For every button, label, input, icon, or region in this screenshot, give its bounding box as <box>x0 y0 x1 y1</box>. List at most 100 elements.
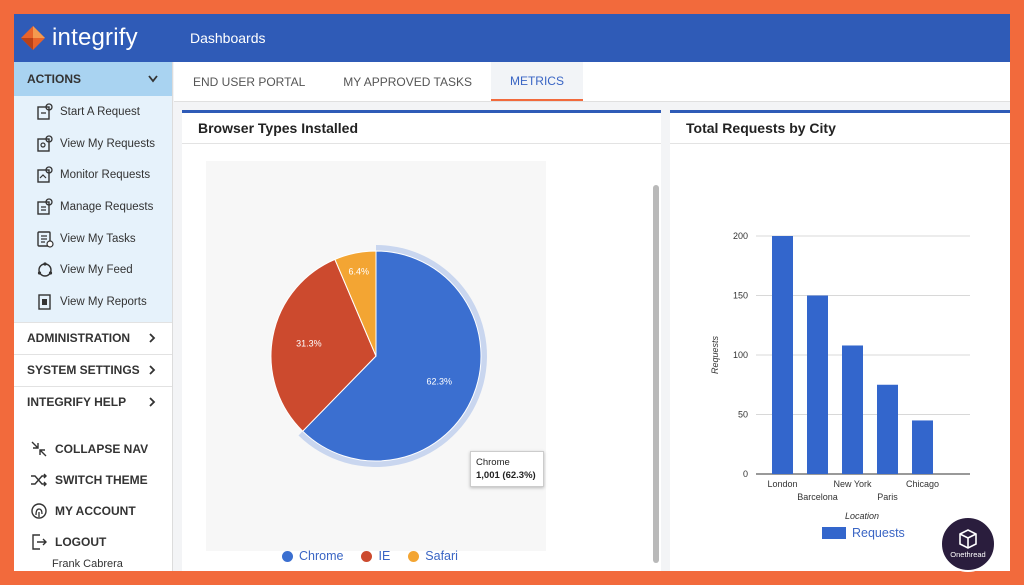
pie-chart: 62.3% 31.3% 6.4% <box>270 245 487 468</box>
start-request-icon <box>37 103 53 120</box>
brand-name: integrify <box>52 24 138 51</box>
chart-tooltip: Chrome 1,001 (62.3%) <box>470 451 544 487</box>
actions-label: ACTIONS <box>27 72 81 86</box>
legend-item-chrome[interactable]: Chrome <box>282 549 343 563</box>
bar-legend-swatch <box>822 527 846 539</box>
x-tick-label: Chicago <box>906 479 939 489</box>
legend-item-safari[interactable]: Safari <box>408 549 458 563</box>
sidebar-sections: ADMINISTRATION SYSTEM SETTINGS INTEGRIFY H… <box>14 321 172 418</box>
bar-chicago[interactable] <box>912 420 933 474</box>
bar-paris[interactable] <box>877 384 898 474</box>
pie-slice-safari[interactable] <box>334 250 377 357</box>
section-label: ADMINISTRATION <box>27 331 131 346</box>
sidebar-action-label: View My Tasks <box>60 232 136 245</box>
sidebar-bottom-label: LOGOUT <box>55 535 107 550</box>
sidebar-action-start-a-request[interactable]: Start A Request <box>14 96 172 128</box>
legend-dot <box>408 550 420 562</box>
x-tick-label: Paris <box>877 492 898 502</box>
browser-panel-title: Browser Types Installed <box>182 113 661 144</box>
pie-chart-area: 62.3% 31.3% 6.4% Chrome 1,001 (62.3%) Chro… <box>206 161 546 563</box>
sidebar-collapse-nav-button[interactable]: COLLAPSE NAV <box>14 434 172 465</box>
chevron-down-icon <box>148 75 158 83</box>
onethread-logo-icon <box>959 529 977 549</box>
bar-london[interactable] <box>772 236 793 474</box>
chevron-right-icon <box>149 365 156 375</box>
top-bar: integrify Dashboards <box>14 14 1010 62</box>
sidebar-my-account-button[interactable]: MY ACCOUNT <box>14 496 172 527</box>
bar-barcelona[interactable] <box>807 295 828 475</box>
tab-end-user-portal[interactable]: END USER PORTAL <box>193 74 306 89</box>
chevron-right-icon <box>149 397 156 407</box>
monitor-requests-icon <box>37 166 53 183</box>
sidebar-section-system-settings[interactable]: SYSTEM SETTINGS <box>14 353 172 386</box>
reports-icon <box>38 294 51 310</box>
sidebar-bottom-label: SWITCH THEME <box>55 473 148 488</box>
requests-by-city-panel: Total Requests by City 0 50 100 150 200 Londo… <box>670 110 1010 571</box>
sidebar-action-manage-requests[interactable]: Manage Requests <box>14 191 172 223</box>
tab-my-approved-tasks[interactable]: MY APPROVED TASKS <box>343 74 472 89</box>
breadcrumb[interactable]: Dashboards <box>190 30 266 46</box>
pie-slice-label-safari: 6.4% <box>349 267 370 277</box>
sidebar-section-integrify-help[interactable]: INTEGRIFY HELP <box>14 385 172 418</box>
section-label: INTEGRIFY HELP <box>27 395 127 410</box>
tooltip-label: Chrome <box>476 457 510 468</box>
tasks-icon <box>37 230 54 248</box>
sidebar-action-view-my-requests[interactable]: View My Requests <box>14 127 172 160</box>
actions-section-header[interactable]: ACTIONS <box>14 62 172 96</box>
y-tick-label: 0 <box>743 469 748 479</box>
bar-legend-label[interactable]: Requests <box>852 526 905 540</box>
sidebar-switch-theme-button[interactable]: SWITCH THEME <box>14 465 172 496</box>
manage-requests-icon <box>37 198 53 215</box>
sidebar-action-view-my-reports[interactable]: View My Reports <box>14 286 172 318</box>
x-tick-label: Barcelona <box>797 492 838 502</box>
sidebar-action-label: Monitor Requests <box>60 169 151 182</box>
badge-text: Onethread <box>950 550 986 559</box>
pie-slice-chrome[interactable] <box>301 250 482 462</box>
fingerprint-icon <box>31 503 47 520</box>
tooltip-value: 1,001 (62.3%) <box>476 470 536 481</box>
shuffle-icon <box>31 473 47 487</box>
logout-icon <box>32 534 47 551</box>
pie-slice-label-ie: 31.3% <box>296 338 322 348</box>
sidebar-action-view-my-tasks[interactable]: View My Tasks <box>14 222 172 255</box>
sidebar-action-label: View My Requests <box>60 137 156 150</box>
sidebar: ACTIONS Start A Request View My Requests M… <box>14 62 173 571</box>
user-name: Frank Cabrera <box>52 557 123 570</box>
pie-slice-ie[interactable] <box>270 258 377 432</box>
legend-label: IE <box>378 549 391 563</box>
bar-new-york[interactable] <box>842 345 863 474</box>
legend-dot <box>282 550 293 562</box>
sidebar-action-label: Start A Request <box>60 105 140 118</box>
collapse-icon <box>31 441 47 457</box>
panel-scrollbar[interactable] <box>653 185 659 563</box>
section-label: SYSTEM SETTINGS <box>27 363 140 378</box>
legend-dot <box>361 550 373 562</box>
sidebar-bottom-label: MY ACCOUNT <box>55 504 136 519</box>
sidebar-action-label: Manage Requests <box>60 200 154 213</box>
app-window: integrify Dashboards ACTIONS Start A Req… <box>14 14 1010 571</box>
tab-metrics[interactable]: METRICS <box>490 62 583 101</box>
y-tick-label: 50 <box>738 410 748 420</box>
y-tick-label: 150 <box>733 291 748 301</box>
legend-label: Safari <box>425 549 458 563</box>
sidebar-section-administration[interactable]: ADMINISTRATION <box>14 321 172 354</box>
chevron-right-icon <box>149 333 156 343</box>
logo[interactable]: integrify <box>14 14 174 62</box>
sidebar-bottom-items: COLLAPSE NAV SWITCH THEME MY ACCOUNT LOGOUT <box>14 434 172 558</box>
view-requests-icon <box>37 134 53 152</box>
y-tick-label: 100 <box>733 350 748 360</box>
legend-item-ie[interactable]: IE <box>361 549 390 563</box>
sidebar-logout-button[interactable]: LOGOUT <box>14 527 172 558</box>
x-tick-label: London <box>767 479 797 489</box>
city-panel-title: Total Requests by City <box>670 113 1010 144</box>
sidebar-action-monitor-requests[interactable]: Monitor Requests <box>14 159 172 192</box>
actions-list: Start A Request View My Requests Monitor R… <box>14 96 172 322</box>
sidebar-action-label: View My Reports <box>60 295 147 308</box>
feed-icon <box>37 262 53 277</box>
tab-bar: END USER PORTAL MY APPROVED TASKS METRICS <box>174 62 1010 102</box>
onethread-badge: Onethread <box>940 516 996 572</box>
legend-label: Chrome <box>299 549 344 563</box>
browser-types-panel: Browser Types Installed 62.3% 31.3% 6.4% C… <box>182 110 661 571</box>
sidebar-action-view-my-feed[interactable]: View My Feed <box>14 254 172 287</box>
